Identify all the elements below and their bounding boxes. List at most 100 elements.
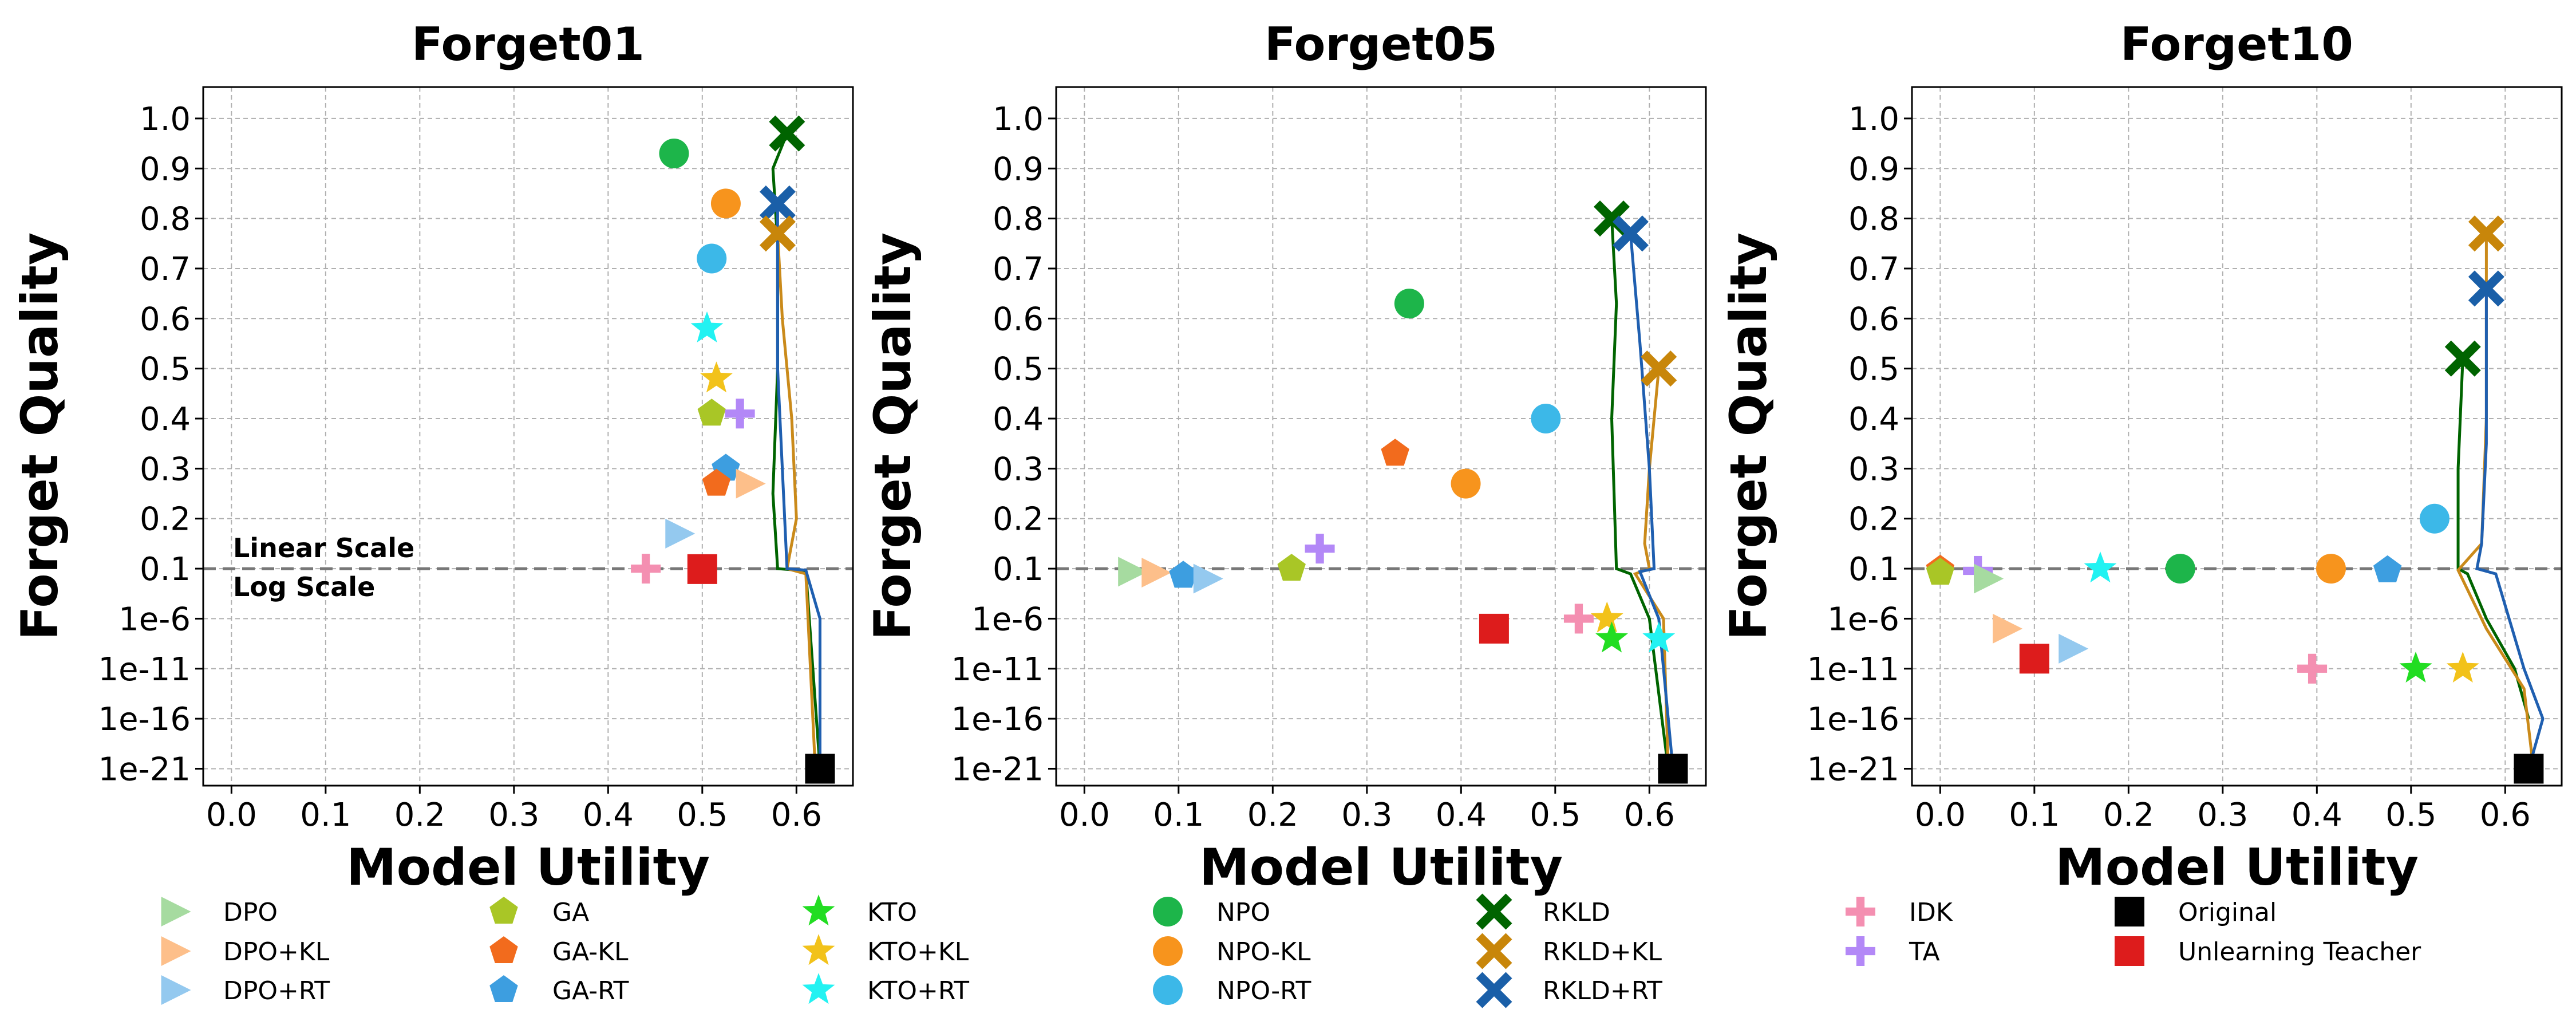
chart-panel-1: 0.0 0.1 0.2 0.3 0.4 0.5 0.6 1.0 0.9 0.8 0.7 0.6 0.5 0…: [10, 18, 854, 897]
y-tick-label: 1.0: [1848, 101, 1899, 138]
y-tick-label: 1e-11: [98, 651, 191, 688]
y-tick-label: 0.8: [140, 201, 191, 238]
trajectory-line: [1610, 218, 1670, 769]
x-tick-label: 0.1: [2009, 797, 2060, 834]
legend-label: TA: [1909, 937, 1940, 967]
y-tick-label: 0.6: [993, 301, 1044, 338]
legend-label: Original: [2178, 898, 2277, 927]
data-point-npo-rt: [1531, 404, 1561, 434]
y-tick-label: 0.3: [993, 451, 1044, 488]
legend: DPO DPO+KL DPO+RT GA GA-KL GA-RT KTO KTO+KL KTO+…: [161, 893, 2421, 1008]
legend-marker-kto-kl: [802, 934, 835, 965]
legend-marker-kto: [802, 894, 835, 926]
y-tick-label: 0.9: [140, 151, 191, 188]
x-tick-label: 0.1: [300, 797, 351, 834]
y-tick-label: 0.1: [993, 551, 1044, 588]
legend-marker-idk: [1846, 897, 1875, 926]
y-tick-label: 0.5: [1848, 351, 1899, 388]
legend-marker-rkld-kl: [1476, 933, 1512, 969]
x-tick-label: 0.0: [1059, 797, 1110, 834]
data-point-npo-rt: [2419, 503, 2449, 534]
y-axis-label: Forget Quality: [10, 232, 69, 640]
y-tick-label: 0.6: [1848, 301, 1899, 338]
data-point-idk: [1563, 604, 1594, 634]
data-point-npo-kl: [2316, 554, 2346, 584]
trajectory-line: [776, 203, 821, 769]
y-tick-label: 0.2: [993, 501, 1044, 538]
legend-marker-rkld: [1476, 893, 1512, 930]
x-tick-label: 0.6: [2480, 797, 2531, 834]
x-tick-label: 0.3: [2197, 797, 2248, 834]
y-axis-label: Forget Quality: [863, 232, 922, 640]
data-point-original: [2514, 754, 2544, 784]
legend-label: IDK: [1909, 898, 1953, 927]
data-point-dpo-kl: [1993, 613, 2023, 644]
data-point-npo-rt: [697, 243, 727, 274]
data-point-unlearning-teacher: [2019, 644, 2049, 674]
y-tick-label: 0.1: [1848, 551, 1899, 588]
data-point-ga-rt: [2373, 555, 2402, 582]
legend-label: DPO+KL: [223, 937, 330, 967]
data-point-rkld-kl: [1641, 350, 1677, 387]
x-tick-label: 0.5: [1530, 797, 1581, 834]
data-point-rkld: [2444, 340, 2481, 377]
plot-frame: [1055, 86, 1707, 787]
legend-label: RKLD+KL: [1543, 937, 1662, 967]
legend-label: DPO: [223, 898, 278, 927]
y-tick-label: 1e-6: [971, 601, 1044, 638]
y-tick-label: 1e-11: [1807, 651, 1899, 688]
y-tick-label: 1e-11: [951, 651, 1044, 688]
data-point-ga-kl: [1381, 439, 1409, 466]
x-tick-label: 0.0: [1915, 797, 1966, 834]
data-point-npo: [1394, 289, 1424, 319]
y-tick-label: 0.4: [1848, 401, 1899, 438]
data-point-kto-kl: [700, 361, 733, 393]
data-point-ta: [1305, 534, 1335, 564]
x-axis-label: Model Utility: [2055, 838, 2419, 897]
legend-marker-ga-kl: [489, 936, 518, 964]
data-point-rkld-kl: [759, 215, 796, 252]
data-point-npo: [659, 139, 689, 169]
chart-panel-2: 0.0 0.1 0.2 0.3 0.4 0.5 0.6 1.0 0.9 0.8 0.7 0.6 0.5 0…: [863, 18, 1707, 897]
data-point-kto-kl: [2446, 651, 2479, 683]
legend-marker-rkld-rt: [1476, 972, 1512, 1008]
legend-label: NPO: [1216, 898, 1270, 927]
legend-label: DPO+RT: [223, 976, 330, 1006]
data-point-dpo-rt: [1193, 563, 1223, 594]
legend-marker-dpo: [161, 897, 191, 926]
data-point-ga-kl: [702, 468, 731, 496]
y-tick-label: 0.3: [1848, 451, 1899, 488]
data-point-ga: [1926, 558, 1955, 585]
data-point-kto-rt: [1642, 621, 1676, 653]
plot-frame: [202, 86, 854, 787]
data-point-ta: [725, 399, 755, 429]
chart-title: Forget01: [412, 18, 645, 71]
y-tick-label: 1.0: [140, 101, 191, 138]
y-tick-label: 1e-21: [951, 751, 1044, 788]
legend-marker-unlearning-teacher: [2115, 936, 2144, 966]
y-tick-label: 1e-16: [951, 701, 1044, 738]
x-tick-label: 0.1: [1153, 797, 1204, 834]
trajectory-line: [2475, 288, 2545, 770]
x-tick-label: 0.3: [488, 797, 539, 834]
chart-title: Forget10: [2120, 18, 2353, 71]
y-tick-label: 0.8: [1848, 201, 1899, 238]
data-point-rkld-kl: [2468, 215, 2504, 252]
data-point-npo-kl: [1451, 468, 1481, 499]
data-point-npo-kl: [710, 188, 741, 219]
x-tick-label: 0.3: [1341, 797, 1392, 834]
y-tick-label: 0.7: [140, 251, 191, 288]
data-point-dpo: [1974, 563, 2004, 594]
legend-label: Unlearning Teacher: [2178, 937, 2421, 967]
y-tick-label: 0.3: [140, 451, 191, 488]
data-point-npo: [2165, 554, 2195, 584]
data-point-idk: [631, 554, 661, 584]
legend-marker-dpo-rt: [161, 975, 191, 1005]
data-point-dpo-kl: [1141, 558, 1172, 588]
x-axis-label: Model Utility: [1199, 838, 1563, 897]
y-tick-label: 0.5: [140, 351, 191, 388]
x-axis-label: Model Utility: [346, 838, 710, 897]
data-point-kto-rt: [690, 311, 724, 342]
data-point-kto-rt: [2084, 551, 2117, 583]
